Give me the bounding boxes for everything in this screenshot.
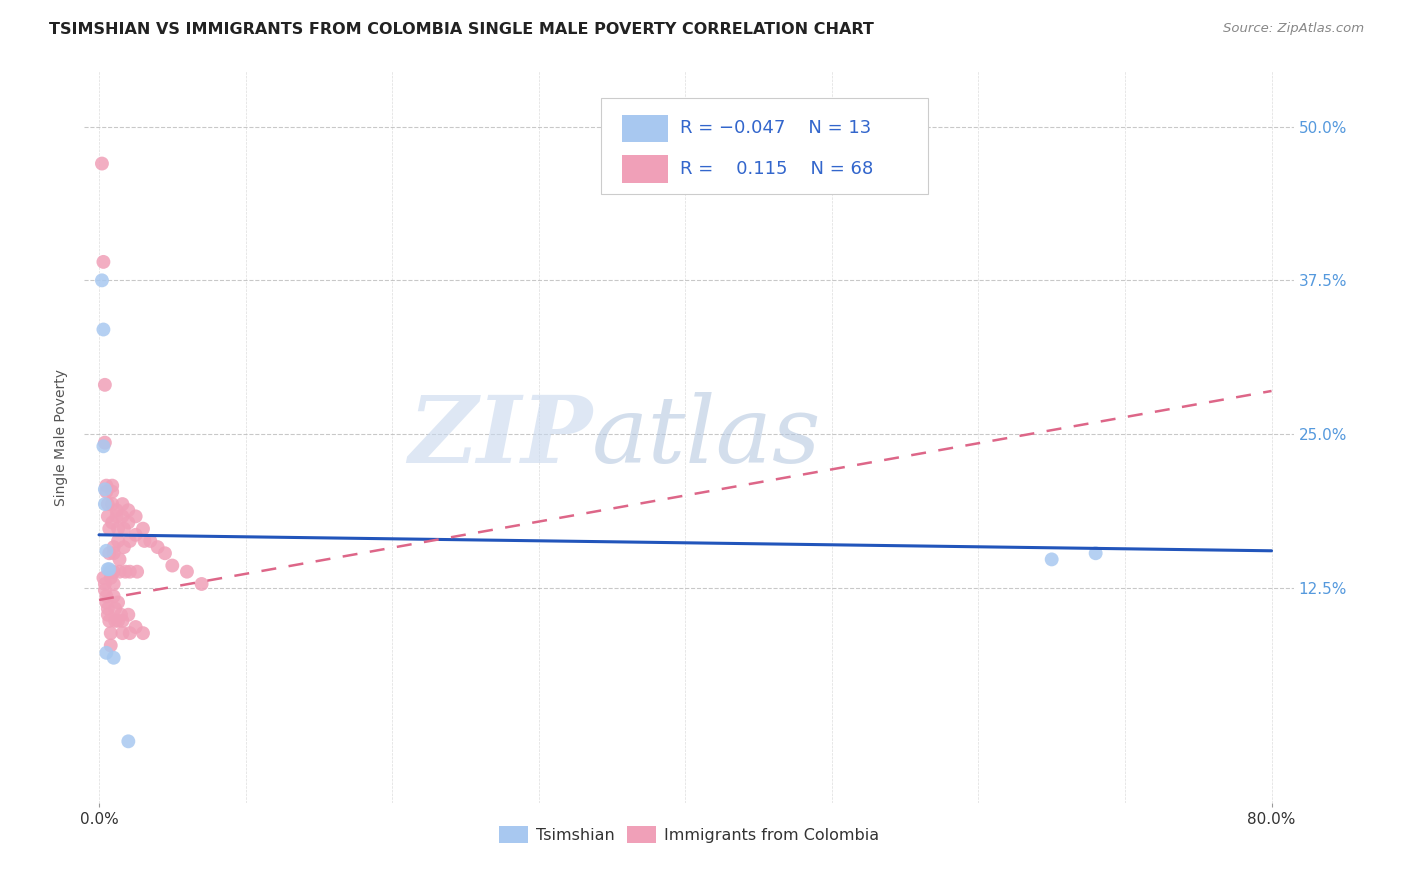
- Point: [1040, 552, 1063, 566]
- Point: [101, 497, 124, 511]
- Point: [108, 565, 131, 579]
- Point: [100, 571, 122, 585]
- Point: [96, 646, 118, 660]
- Point: [96, 543, 118, 558]
- Point: [98, 562, 121, 576]
- Point: [107, 533, 129, 548]
- Point: [96, 484, 118, 499]
- Point: [94, 435, 117, 450]
- Point: [118, 565, 141, 579]
- Y-axis label: Single Male Poverty: Single Male Poverty: [55, 368, 69, 506]
- Point: [111, 614, 134, 628]
- Point: [117, 607, 139, 622]
- Text: R = −0.047    N = 13: R = −0.047 N = 13: [681, 120, 872, 137]
- Point: [127, 565, 149, 579]
- Point: [104, 614, 127, 628]
- Point: [176, 565, 198, 579]
- Point: [94, 497, 117, 511]
- Point: [117, 516, 139, 530]
- Point: [112, 522, 135, 536]
- Point: [153, 546, 176, 560]
- Point: [132, 626, 155, 640]
- Legend: Tsimshian, Immigrants from Colombia: Tsimshian, Immigrants from Colombia: [492, 820, 886, 850]
- Point: [124, 620, 146, 634]
- Point: [190, 577, 212, 591]
- Point: [162, 558, 184, 573]
- Bar: [623, 154, 668, 183]
- Text: atlas: atlas: [592, 392, 821, 482]
- Point: [94, 577, 117, 591]
- Point: [97, 562, 120, 576]
- Point: [107, 614, 129, 628]
- Point: [97, 497, 120, 511]
- Point: [96, 595, 118, 609]
- Point: [91, 156, 114, 170]
- Point: [103, 540, 125, 554]
- Point: [101, 484, 124, 499]
- Bar: [623, 114, 668, 143]
- Point: [110, 607, 132, 622]
- Point: [107, 522, 129, 536]
- Point: [118, 626, 141, 640]
- Point: [93, 322, 115, 336]
- Text: Source: ZipAtlas.com: Source: ZipAtlas.com: [1223, 22, 1364, 36]
- Point: [124, 509, 146, 524]
- Point: [96, 589, 118, 603]
- Point: [101, 478, 124, 492]
- Point: [94, 377, 117, 392]
- Text: ZIP: ZIP: [408, 392, 592, 482]
- Point: [96, 478, 118, 492]
- Point: [93, 439, 115, 453]
- Point: [98, 522, 121, 536]
- Point: [134, 533, 156, 548]
- Point: [103, 565, 125, 579]
- Point: [112, 540, 135, 554]
- Point: [100, 639, 122, 653]
- Point: [101, 516, 124, 530]
- Point: [111, 509, 134, 524]
- Point: [97, 607, 120, 622]
- Point: [117, 734, 139, 748]
- Point: [107, 595, 129, 609]
- Point: [100, 626, 122, 640]
- Point: [97, 601, 120, 615]
- Point: [132, 522, 155, 536]
- Point: [98, 546, 121, 560]
- Point: [93, 571, 115, 585]
- Point: [94, 583, 117, 598]
- Point: [105, 503, 128, 517]
- Point: [104, 601, 127, 615]
- Point: [146, 540, 169, 554]
- Point: [114, 565, 136, 579]
- Point: [97, 509, 120, 524]
- Point: [118, 533, 141, 548]
- Point: [1084, 546, 1107, 560]
- Point: [93, 255, 115, 269]
- FancyBboxPatch shape: [600, 98, 928, 194]
- Point: [94, 483, 117, 497]
- Point: [103, 546, 125, 560]
- Point: [98, 614, 121, 628]
- Point: [103, 650, 125, 665]
- Point: [124, 528, 146, 542]
- Point: [103, 589, 125, 603]
- Text: TSIMSHIAN VS IMMIGRANTS FROM COLOMBIA SINGLE MALE POVERTY CORRELATION CHART: TSIMSHIAN VS IMMIGRANTS FROM COLOMBIA SI…: [49, 22, 875, 37]
- Point: [117, 503, 139, 517]
- Point: [91, 273, 114, 287]
- Point: [100, 565, 122, 579]
- Point: [105, 509, 128, 524]
- Point: [111, 626, 134, 640]
- Text: R =    0.115    N = 68: R = 0.115 N = 68: [681, 160, 873, 178]
- Point: [111, 497, 134, 511]
- Point: [108, 552, 131, 566]
- Point: [103, 577, 125, 591]
- Point: [139, 533, 162, 548]
